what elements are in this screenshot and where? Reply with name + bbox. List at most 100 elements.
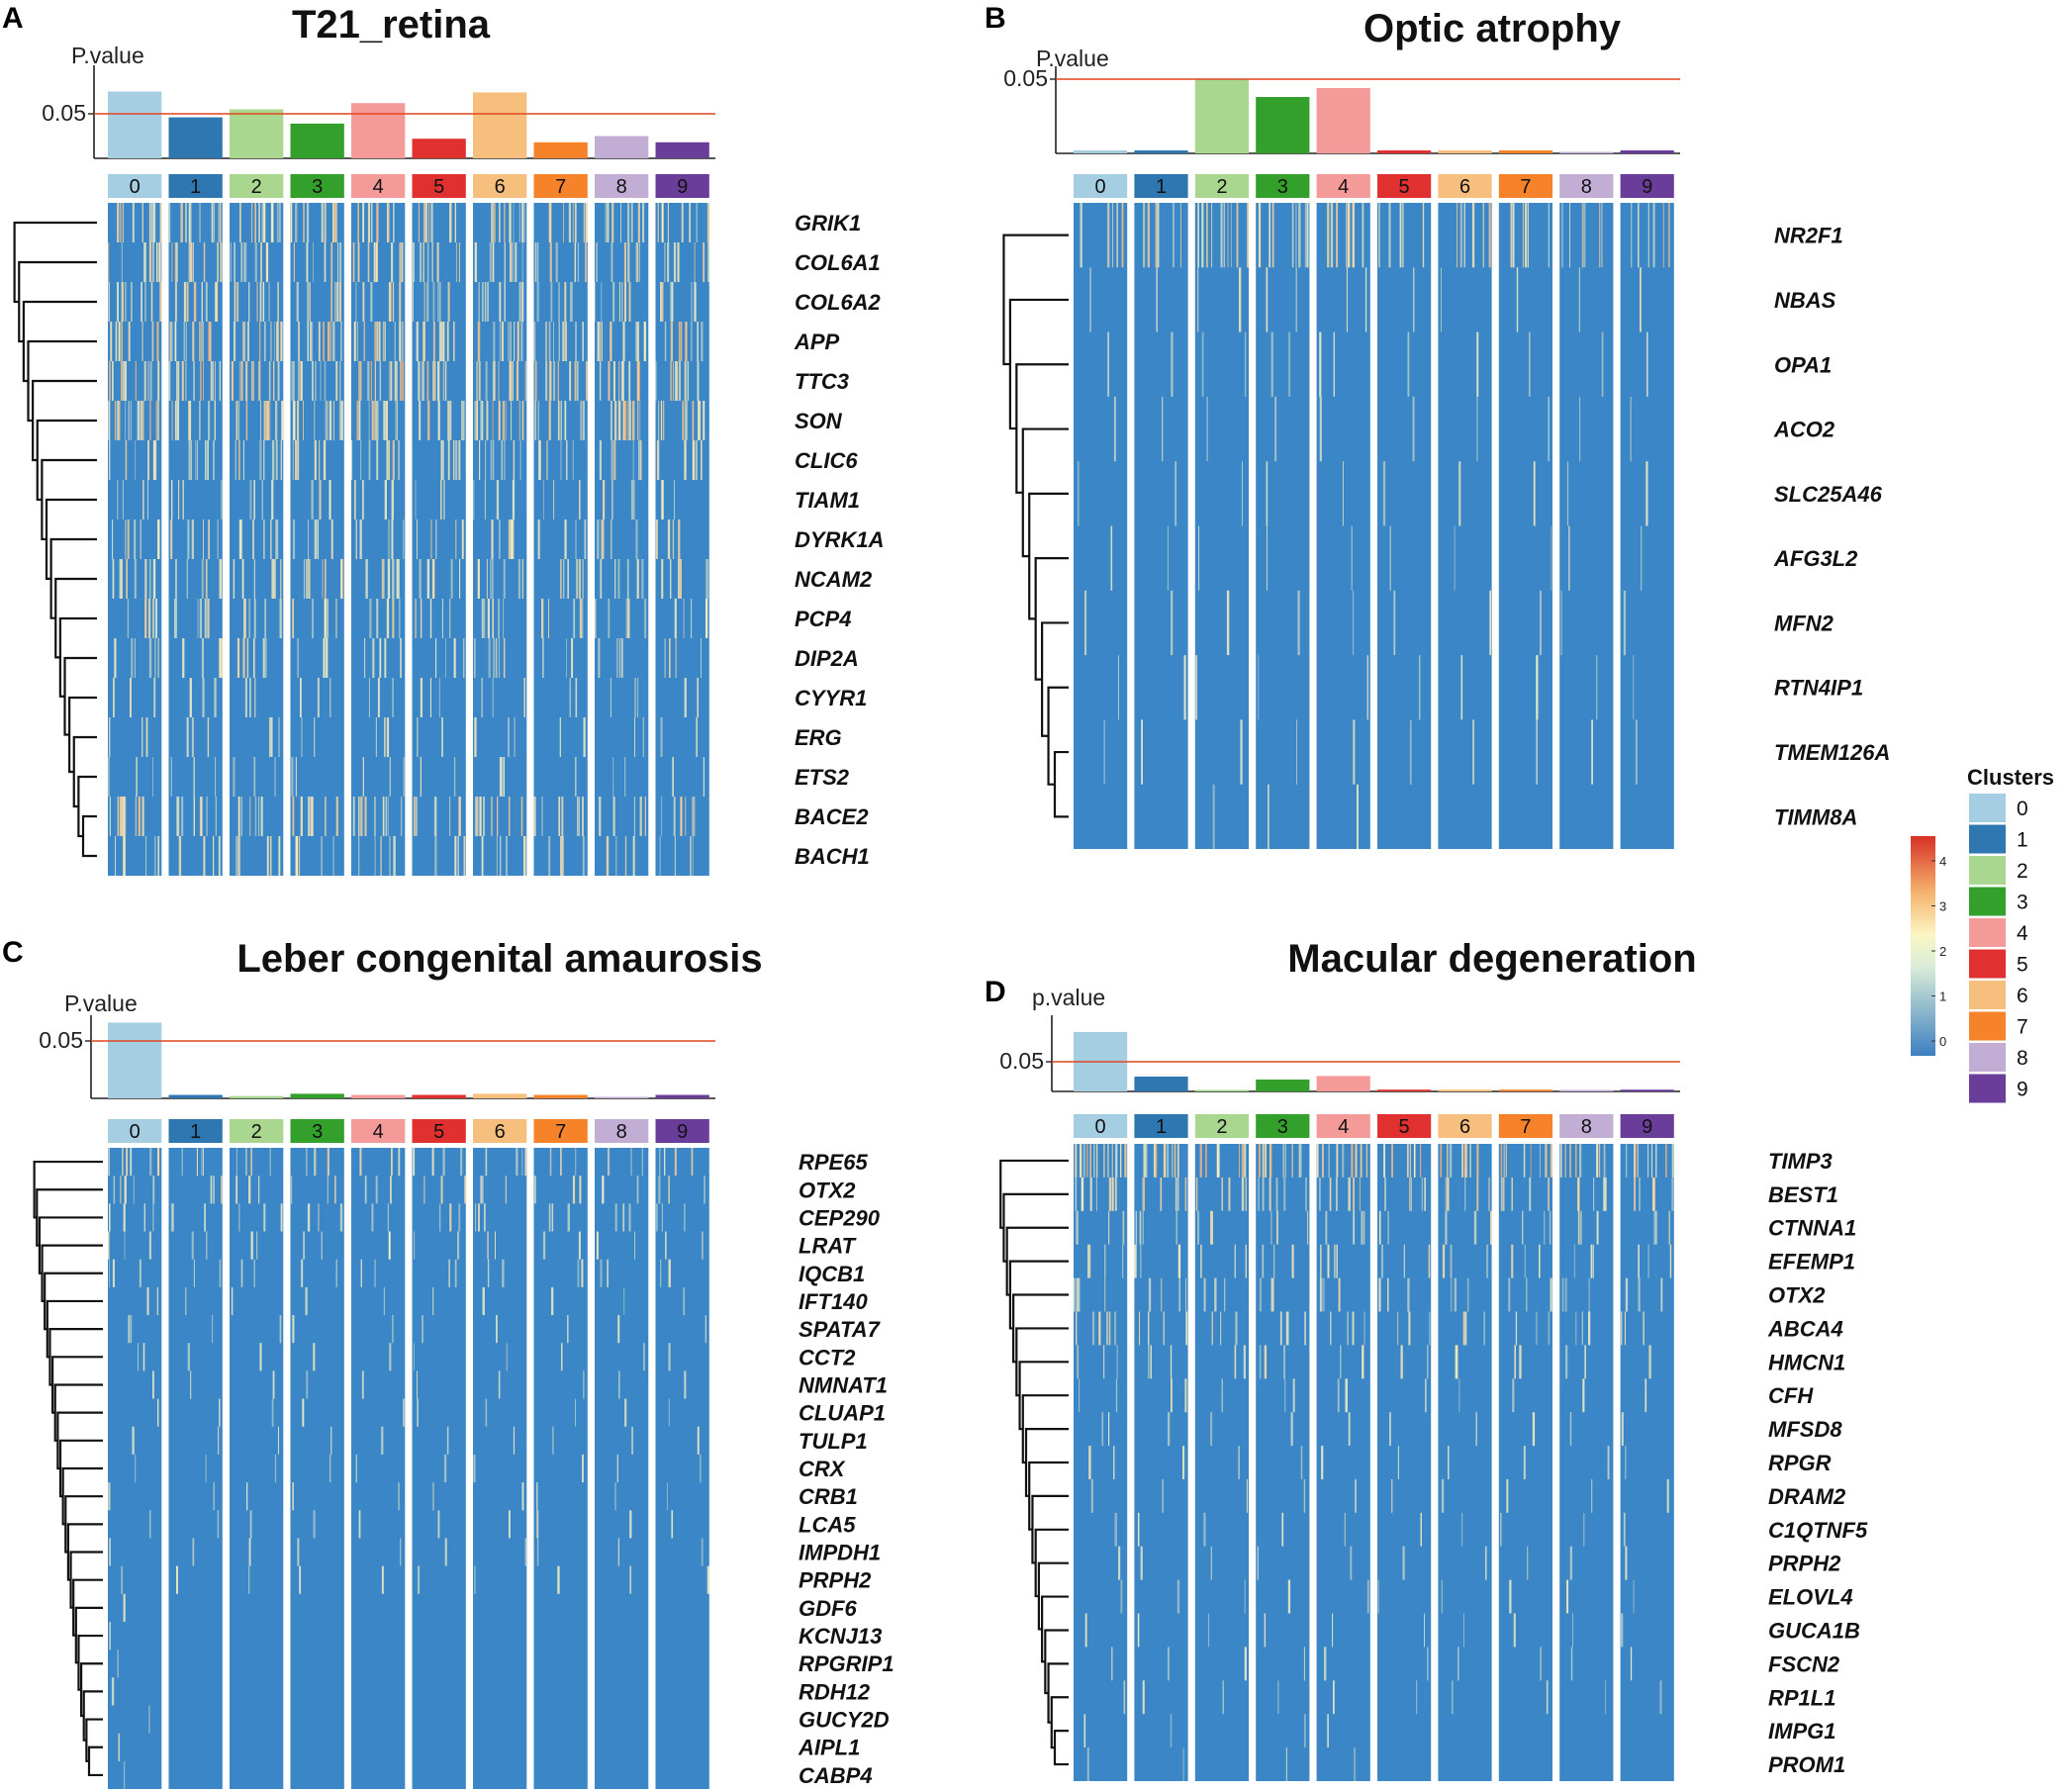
heatmap-cell-streak — [519, 440, 521, 480]
pvalue-bar-cluster-0 — [108, 1022, 162, 1098]
cluster-strip-label: 5 — [1399, 176, 1410, 198]
gene-label-dyrk1a: DYRK1A — [795, 527, 884, 552]
heatmap-cell-streak — [149, 401, 151, 440]
heatmap-cell-streak — [203, 242, 206, 282]
heatmap-cell-streak — [1148, 1345, 1150, 1379]
heatmap-cell-streak — [442, 440, 444, 480]
heatmap-cell-streak — [262, 638, 265, 678]
pvalue-bar-cluster-7 — [533, 1094, 588, 1098]
legend-label: 3 — [2017, 892, 2028, 914]
heatmap-cell-streak — [291, 1176, 293, 1204]
heatmap-cell-streak — [1137, 1512, 1140, 1547]
heatmap-cell-streak — [1598, 1144, 1601, 1178]
heatmap-cell-streak — [1397, 1311, 1399, 1346]
heatmap-cell-streak — [691, 599, 693, 638]
heatmap-cell-streak — [512, 480, 516, 519]
heatmap-cell-streak — [310, 797, 313, 836]
heatmap-cell-streak — [1671, 1177, 1674, 1211]
heatmap-cell-streak — [575, 322, 577, 361]
heatmap-cell-streak — [248, 1176, 251, 1204]
heatmap-cell-streak — [219, 1398, 221, 1427]
heatmap-cell-streak — [1365, 1144, 1368, 1178]
heatmap-cell-streak — [463, 638, 465, 678]
heatmap-cell-streak — [426, 361, 429, 401]
heatmap-cell-streak — [193, 242, 194, 282]
heatmap-cell-streak — [1211, 203, 1213, 268]
heatmap-cell-streak — [1093, 1144, 1095, 1178]
heatmap-cell-streak — [1569, 1144, 1571, 1178]
heatmap-cell-streak — [637, 401, 639, 440]
heatmap-cell-streak — [1199, 1144, 1202, 1178]
heatmap-cell-streak — [1283, 1177, 1286, 1211]
heatmap-cell-streak — [221, 480, 223, 519]
heatmap-cell-streak — [618, 401, 621, 440]
heatmap-cell-streak — [132, 203, 135, 242]
heatmap-column-cluster-2 — [230, 1148, 284, 1789]
heatmap-cell-streak — [245, 361, 248, 401]
heatmap-cell-streak — [664, 242, 666, 282]
heatmap-cell-streak — [624, 282, 626, 322]
heatmap-cell-streak — [1143, 203, 1146, 268]
heatmap-cell-streak — [1242, 1144, 1245, 1178]
heatmap-cell-streak — [627, 203, 630, 242]
heatmap-cell-streak — [251, 203, 253, 242]
heatmap-cell-streak — [374, 797, 376, 836]
heatmap-cell-streak — [244, 678, 247, 717]
pvalue-bar-cluster-2 — [1194, 79, 1249, 153]
heatmap-cell-streak — [627, 242, 630, 282]
heatmap-cell-streak — [430, 203, 433, 242]
heatmap-cell-streak — [1546, 1144, 1548, 1178]
heatmap-cell-streak — [513, 1426, 516, 1455]
heatmap-cell-streak — [444, 1538, 447, 1566]
heatmap-cell-streak — [153, 203, 155, 242]
heatmap-cell-streak — [524, 1148, 527, 1177]
heatmap-cell-streak — [582, 401, 585, 440]
heatmap-cell-streak — [1148, 1277, 1152, 1312]
heatmap-column-cluster-9 — [655, 203, 709, 876]
heatmap-column-cluster-0 — [1074, 203, 1128, 849]
heatmap-cell-streak — [380, 836, 382, 876]
cluster-strip-6 — [1438, 174, 1492, 198]
heatmap-cell-streak — [549, 401, 551, 440]
heatmap-cell-streak — [273, 361, 275, 401]
heatmap-cell-streak — [214, 678, 217, 717]
heatmap-cell-streak — [534, 401, 536, 440]
heatmap-cell-streak — [1564, 1277, 1567, 1312]
heatmap-cell-streak — [1476, 1177, 1479, 1211]
heatmap-cell-streak — [1124, 1144, 1127, 1178]
heatmap-cell-streak — [1573, 1244, 1575, 1278]
heatmap-cell-streak — [1088, 1244, 1091, 1278]
heatmap-cell-streak — [1078, 461, 1080, 526]
heatmap-cell-streak — [193, 1259, 195, 1287]
heatmap-cell-streak — [386, 440, 389, 480]
heatmap-cell-streak — [508, 717, 510, 757]
heatmap-cell-streak — [1596, 1144, 1599, 1178]
dendrogram-branch — [1021, 427, 1069, 558]
heatmap-cell-streak — [318, 322, 321, 361]
gene-label-gdf6: GDF6 — [799, 1596, 857, 1621]
heatmap-cell-streak — [1083, 1714, 1086, 1748]
heatmap-cell-streak — [111, 1677, 115, 1706]
heatmap-cell-streak — [376, 203, 379, 242]
heatmap-cell-streak — [692, 440, 695, 480]
pvalue-bar-cluster-9 — [1620, 1089, 1674, 1091]
heatmap-cell-streak — [152, 599, 154, 638]
heatmap-cell-streak — [168, 361, 171, 401]
heatmap-cell-streak — [416, 322, 419, 361]
heatmap-cell-streak — [358, 401, 361, 440]
heatmap-cell-streak — [312, 599, 314, 638]
heatmap-cell-streak — [1650, 1144, 1653, 1178]
heatmap-cell-streak — [307, 242, 309, 282]
heatmap-cell-streak — [691, 1148, 694, 1177]
heatmap-cell-streak — [1157, 203, 1160, 268]
heatmap-cell-streak — [170, 322, 173, 361]
heatmap-cell-streak — [327, 1148, 329, 1177]
heatmap-cell-streak — [1168, 1647, 1170, 1681]
heatmap-cell-streak — [1210, 1546, 1212, 1580]
heatmap-cell-streak — [112, 1259, 115, 1287]
heatmap-cell-streak — [543, 480, 544, 519]
heatmap-cell-streak — [403, 757, 405, 797]
heatmap-cell-streak — [190, 440, 192, 480]
heatmap-cell-streak — [1506, 1144, 1507, 1178]
heatmap-cell-streak — [238, 1203, 240, 1232]
